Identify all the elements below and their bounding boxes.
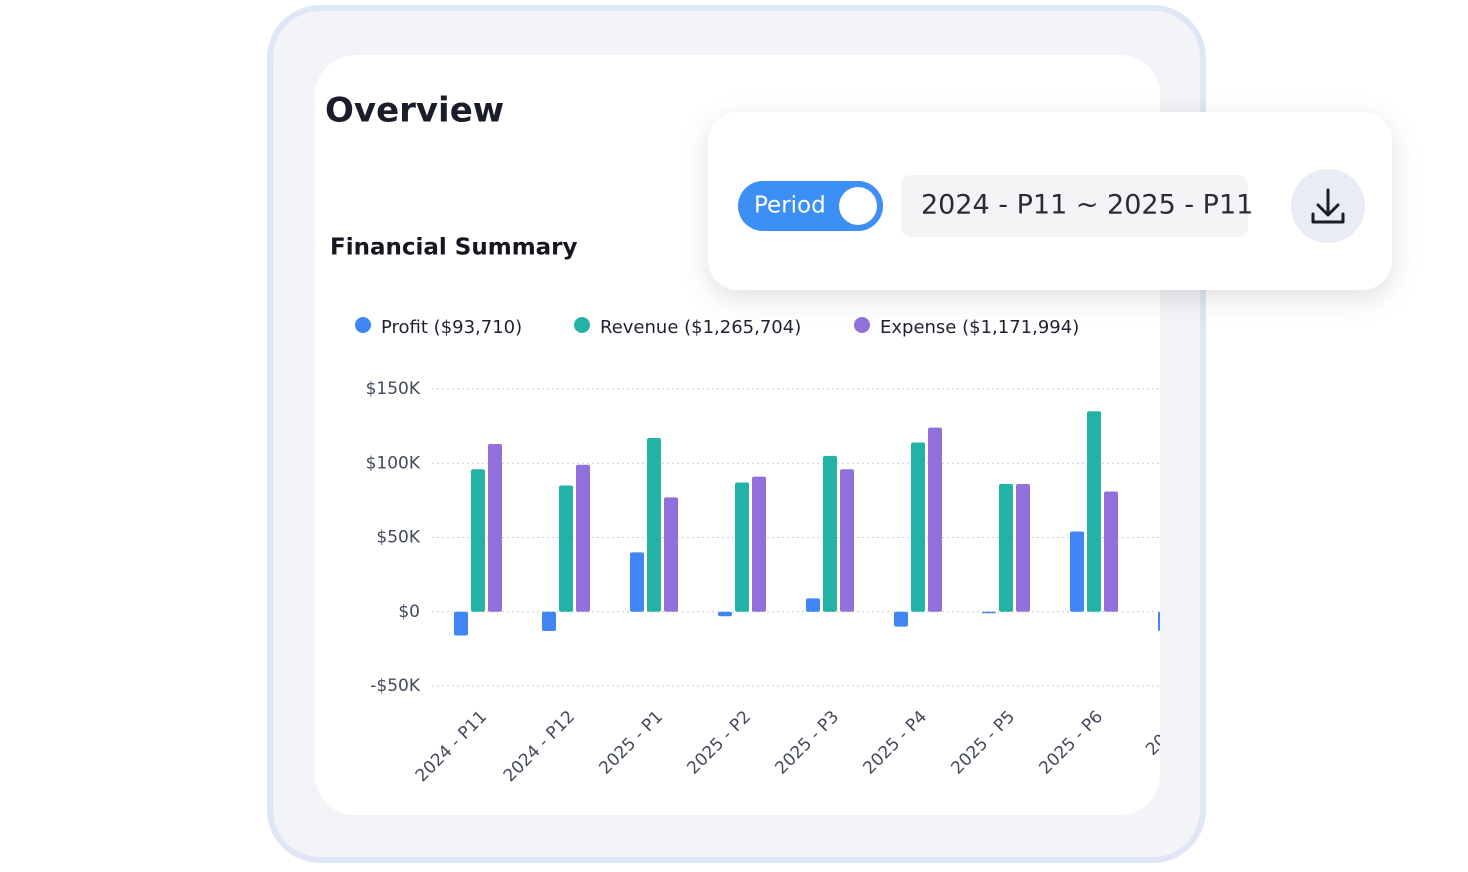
legend-label: Revenue ($1,265,704) xyxy=(600,317,801,338)
bar xyxy=(542,611,556,632)
y-tick-label: $150K xyxy=(366,379,421,399)
legend-label: Expense ($1,171,994) xyxy=(880,317,1079,338)
bar xyxy=(664,497,678,612)
legend: Profit ($93,710) Revenue ($1,265,704) Expe… xyxy=(355,317,1079,338)
bar xyxy=(1070,531,1084,612)
legend-marker xyxy=(854,317,870,333)
legend-marker xyxy=(574,317,590,333)
bar xyxy=(840,469,854,612)
bar xyxy=(982,611,996,614)
bar xyxy=(823,455,837,612)
y-tick-label: $0 xyxy=(398,602,420,622)
bar xyxy=(1104,491,1118,612)
bar xyxy=(454,611,468,636)
bar xyxy=(806,598,820,612)
date-range[interactable] xyxy=(901,175,1248,237)
bar xyxy=(928,427,942,612)
bar xyxy=(488,443,502,612)
section-title: Financial Summary xyxy=(330,235,578,261)
legend-marker xyxy=(355,317,371,333)
bar xyxy=(911,442,925,612)
bar xyxy=(735,482,749,612)
bar xyxy=(1158,611,1160,632)
bar xyxy=(1016,484,1030,612)
y-tick-label: $50K xyxy=(376,528,420,548)
download-icon xyxy=(1311,188,1345,224)
bar xyxy=(894,611,908,627)
bar xyxy=(471,469,485,612)
y-tick-label: $100K xyxy=(366,453,421,473)
bar xyxy=(1087,411,1101,612)
date-range-text: 2024 - P11 ~ 2025 - P11 xyxy=(921,190,1253,221)
bar xyxy=(630,552,644,612)
y-tick-label: -$50K xyxy=(370,676,421,696)
bar xyxy=(999,484,1013,612)
bar xyxy=(718,611,732,617)
bar xyxy=(576,464,590,612)
page-title: Overview xyxy=(325,91,504,131)
toggle-label: Period xyxy=(754,193,826,219)
bar xyxy=(559,485,573,612)
legend-label: Profit ($93,710) xyxy=(381,317,522,338)
bar xyxy=(647,438,661,612)
toggle-knob xyxy=(839,187,877,225)
bar xyxy=(752,476,766,612)
